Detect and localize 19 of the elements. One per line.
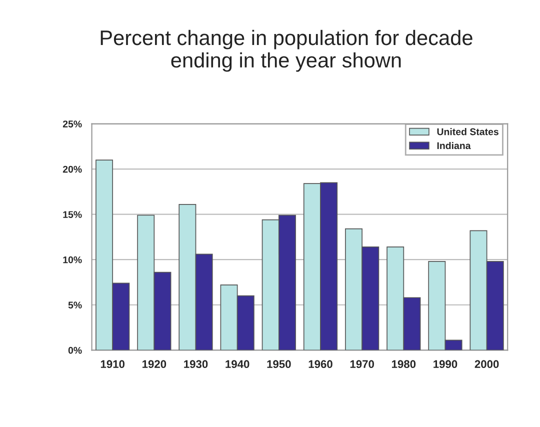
y-tick-label: 15%: [63, 211, 82, 218]
legend-label: United States: [437, 128, 498, 136]
x-tick-label: 1960: [308, 360, 332, 368]
x-tick-label: 2000: [474, 360, 499, 368]
x-tick-label: 1910: [100, 360, 124, 368]
x-tick-label: 1930: [184, 360, 208, 368]
x-tick-label: 1980: [392, 360, 416, 368]
y-tick-label: 5%: [68, 302, 82, 308]
x-tick-label: 1940: [226, 360, 250, 368]
x-tick-label: 1990: [434, 360, 458, 368]
y-tick-label: 25%: [62, 120, 82, 128]
y-tick-label: 20%: [62, 166, 82, 173]
legend-label: Indiana: [437, 142, 471, 150]
x-tick-label: 1920: [142, 360, 166, 368]
x-tick-label: 1970: [350, 360, 374, 368]
x-tick-label: 1950: [267, 360, 291, 368]
chart-title: Percent change in population for decade ending in the year shown: [100, 30, 472, 72]
y-tick-label: 0%: [68, 346, 82, 354]
y-tick-label: 10%: [63, 256, 82, 264]
